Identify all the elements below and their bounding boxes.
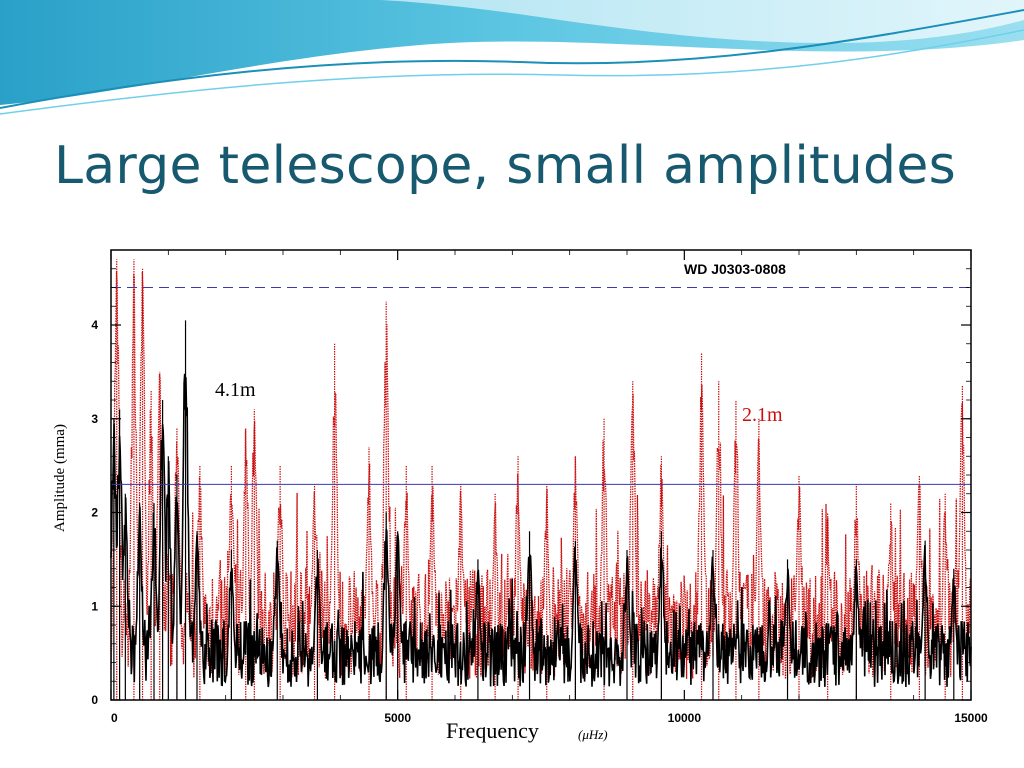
xtick-label-0: 0 (111, 711, 118, 725)
xtick-label-15000: 15000 (954, 711, 988, 725)
series-line-2-1m (110, 270, 972, 679)
annotation-2-1m: 2.1m (742, 404, 783, 426)
annotation-4-1m: 4.1m (215, 379, 256, 401)
xtick-label-5000: 5000 (384, 711, 411, 725)
threshold-layer (111, 287, 971, 485)
xlabel-unit: (μHz) (578, 727, 608, 742)
ticks-layer: 0 1 2 3 4 0 5000 10000 15000 (91, 250, 988, 725)
ytick-label-1: 1 (91, 599, 98, 613)
ytick-label-3: 3 (91, 412, 98, 426)
ylabel: Amplitude (mma) (52, 424, 68, 532)
ytick-label-0: 0 (91, 693, 98, 707)
ytick-label-4: 4 (91, 318, 98, 332)
inplot-title: WD J0303-0808 (684, 261, 786, 277)
ytick-label-2: 2 (91, 506, 98, 520)
xlabel: Frequency (446, 718, 539, 743)
series-layer (110, 259, 972, 700)
series-line-4-1m (110, 373, 972, 688)
slide-title: Large telescope, small amplitudes (54, 136, 956, 196)
header-wave-banner (0, 0, 1024, 115)
xtick-label-10000: 10000 (668, 711, 702, 725)
